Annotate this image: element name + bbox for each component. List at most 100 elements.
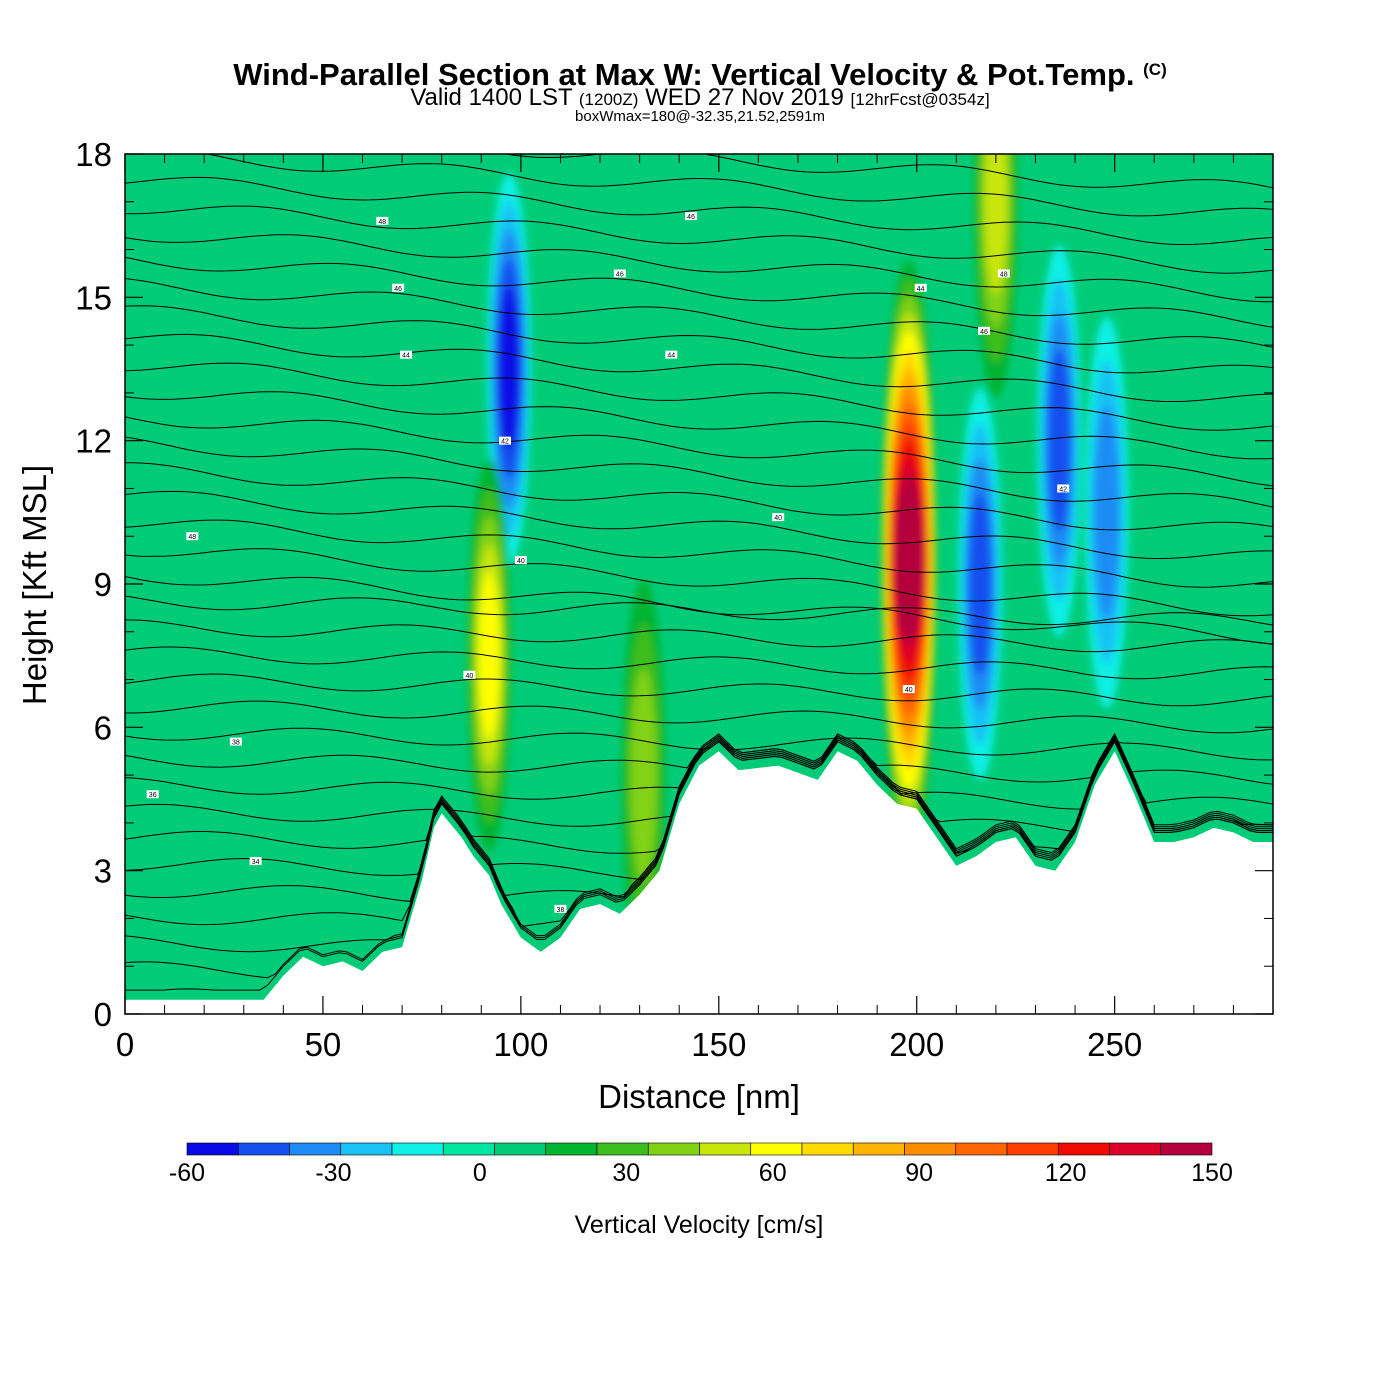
colorbar-box [237, 1142, 290, 1156]
contour-label: 46 [392, 283, 405, 293]
y-tick-label: 15 [75, 279, 112, 316]
contour-label: 44 [665, 350, 678, 360]
colorbar-box [699, 1142, 752, 1156]
theta-isoline [125, 619, 1273, 653]
theta-isoline [125, 519, 1273, 588]
terrain-mask [125, 751, 1273, 1014]
contour-label-text: 48 [1000, 271, 1008, 278]
colorbar-tick-label: 150 [1191, 1159, 1233, 1187]
contour-label-bg [772, 513, 785, 522]
contour-label: 46 [978, 326, 991, 336]
theta-isoline [125, 416, 1273, 487]
contour-label-text: 36 [149, 792, 157, 799]
valid-utc-label: (1200Z) [578, 90, 639, 109]
colorbar-box [801, 1142, 854, 1156]
colorbar-tick-label: 60 [759, 1159, 787, 1187]
contour-label-text: 40 [466, 673, 474, 680]
contour-label: 38 [554, 904, 567, 914]
colorbar-label: Vertical Velocity [cm/s] [575, 1211, 824, 1239]
colorbar-box [852, 1142, 905, 1156]
valid-date-label: WED 27 Nov 2019 [645, 84, 844, 111]
contour-label-bg [554, 904, 567, 913]
theta-isoline [125, 278, 1273, 348]
velocity-cell-6 [984, 154, 1008, 294]
contour-label: 40 [772, 513, 785, 522]
contour-label-bg [665, 350, 678, 359]
theta-isoline [125, 391, 1273, 460]
theta-isoline [125, 490, 1273, 559]
velocity-cell-5 [1093, 405, 1120, 620]
theta-isoline [125, 736, 1273, 833]
contour-label-bg [1057, 484, 1070, 493]
contour-label: 48 [376, 216, 389, 226]
y-tick-label: 3 [94, 853, 112, 890]
contour-label-text: 46 [980, 329, 988, 336]
contour-label-text: 40 [517, 558, 525, 565]
contour-label-bg [376, 216, 389, 225]
contour-label-text: 42 [501, 439, 509, 446]
contour-label: 38 [229, 737, 242, 747]
y-tick-label: 0 [94, 996, 112, 1033]
contour-label-text: 48 [188, 534, 196, 541]
colorbar-box [391, 1142, 444, 1156]
y-tick-label: 12 [75, 423, 112, 460]
y-tick-label: 18 [75, 136, 112, 173]
contour-label-bg [685, 212, 698, 221]
contour-label-bg [229, 737, 242, 746]
theta-isoline [125, 234, 1273, 303]
y-tick-label: 9 [94, 566, 112, 603]
colorbar-box [545, 1142, 598, 1156]
theta-isoline [125, 436, 1273, 508]
contour-label-text: 44 [917, 286, 925, 293]
contour-label: 42 [1057, 484, 1070, 493]
velocity-cell-2 [895, 493, 923, 628]
velocity-cell-3 [968, 492, 992, 676]
contour-label-bg [249, 857, 262, 866]
colorbar-box [442, 1142, 495, 1156]
theta-isoline [125, 595, 1273, 626]
colorbar: -60 -30 0 30 60 90 120 150 [169, 1142, 1233, 1187]
colorbar-box [186, 1142, 239, 1156]
x-axis-label: Distance [nm] [598, 1078, 800, 1115]
y-tick-label: 6 [94, 709, 112, 746]
valid-time-label: Valid 1400 LST [410, 84, 573, 111]
velocity-cell-4 [1047, 348, 1071, 533]
contour-label-text: 48 [378, 219, 386, 226]
colorbar-box [1006, 1142, 1059, 1156]
contour-label: 44 [914, 283, 927, 293]
contour-label: 48 [186, 532, 199, 541]
theta-isoline [125, 176, 1273, 245]
velocity-cell-7 [630, 668, 657, 882]
theta-isoline [125, 646, 1273, 680]
theta-isoline [125, 734, 1273, 810]
contour-label-bg [613, 269, 626, 278]
theta-isoline [125, 740, 1273, 880]
theta-isoline [125, 333, 1273, 402]
theta-isoline [125, 305, 1273, 374]
theta-isoline [125, 362, 1273, 431]
contour-label-bg [514, 556, 527, 565]
contour-label-text: 44 [667, 353, 675, 360]
velocity-cell-0 [498, 286, 520, 452]
x-tick-label: 100 [493, 1026, 548, 1063]
contour-label: 48 [997, 269, 1010, 278]
contour-label-text: 46 [687, 214, 695, 221]
theta-isoline [125, 727, 1273, 761]
contour-label-bg [186, 532, 199, 541]
theta-isoline [125, 673, 1273, 707]
contour-label-bg [978, 326, 991, 335]
colorbar-box [494, 1142, 547, 1156]
colorbar-tick-label: 30 [612, 1159, 640, 1187]
contour-label-bg [146, 790, 159, 799]
theta-isoline [125, 205, 1273, 274]
contour-label-text: 40 [774, 515, 782, 522]
contour-label-text: 46 [616, 271, 624, 278]
contour-label: 46 [613, 269, 626, 278]
colorbar-tick-label: 90 [905, 1159, 933, 1187]
x-tick-label: 250 [1087, 1026, 1142, 1063]
x-tick-label: 0 [116, 1026, 134, 1063]
contour-label: 40 [514, 556, 527, 565]
contour-label-text: 34 [252, 859, 260, 866]
